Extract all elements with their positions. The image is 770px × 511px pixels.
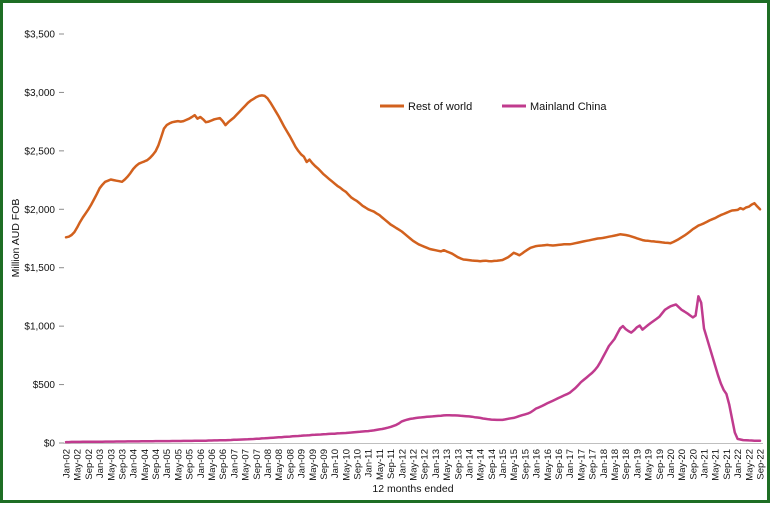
x-tick-label: May-08	[274, 449, 285, 481]
x-tick-label: May-03	[106, 449, 117, 481]
x-tick-label: Jan-09	[297, 449, 308, 478]
x-tick-label: Sep-13	[453, 449, 464, 480]
x-tick-label: May-21	[711, 449, 722, 481]
x-tick-label: Jan-03	[95, 449, 106, 478]
series-lines	[64, 94, 762, 444]
x-tick-label: Sep-16	[554, 449, 565, 480]
x-tick-label: Jan-07	[229, 449, 240, 478]
x-tick-label: Jan-20	[666, 449, 677, 478]
line-chart: Million AUD FOB 12 months ended $0 $500 $1…	[10, 30, 767, 496]
x-axis-ticks: Jan-02 May-02 Sep-02 Jan-03 May-03 Sep-03 Jan-…	[62, 449, 767, 481]
legend-label-rest-of-world: Rest of world	[408, 101, 472, 113]
x-tick-label: May-20	[677, 449, 688, 481]
x-tick-label: May-15	[509, 449, 520, 481]
x-tick-label: Sep-12	[420, 449, 431, 480]
x-tick-label: Sep-21	[722, 449, 733, 480]
x-tick-label: May-05	[173, 449, 184, 481]
y-tick-label: $2,000	[24, 205, 55, 216]
x-axis-title: 12 months ended	[372, 483, 453, 495]
x-tick-label: Sep-10	[353, 449, 364, 480]
x-tick-label: Sep-20	[688, 449, 699, 480]
y-tick-label: $2,500	[24, 146, 55, 157]
x-tick-label: Jan-16	[532, 449, 543, 478]
x-tick-label: Jan-08	[263, 449, 274, 478]
x-tick-label: May-07	[241, 449, 252, 481]
x-tick-label: May-19	[644, 449, 655, 481]
legend-label-mainland-china: Mainland China	[530, 101, 607, 113]
x-tick-label: May-06	[207, 449, 218, 481]
x-tick-label: Jan-10	[330, 449, 341, 478]
x-tick-label: Jan-18	[599, 449, 610, 478]
x-tick-label: May-17	[576, 449, 587, 481]
x-tick-label: Sep-02	[84, 449, 95, 480]
x-tick-label: Sep-03	[117, 449, 128, 480]
x-tick-label: May-10	[341, 449, 352, 481]
x-tick-label: Sep-09	[319, 449, 330, 480]
x-tick-label: Jan-17	[565, 449, 576, 478]
x-tick-label: May-14	[476, 449, 487, 481]
x-tick-label: Sep-14	[487, 449, 498, 480]
y-axis-ticks: $0 $500 $1,000 $1,500 $2,000 $2,500 $3,000 $3,5…	[24, 30, 64, 450]
x-tick-label: May-22	[744, 449, 755, 481]
x-tick-label: Jan-13	[431, 449, 442, 478]
x-tick-label: Jan-22	[733, 449, 744, 478]
x-tick-label: Jan-05	[162, 449, 173, 478]
y-tick-label: $1,000	[24, 322, 55, 333]
x-tick-label: Sep-22	[756, 449, 767, 480]
x-tick-label: Sep-15	[520, 449, 531, 480]
x-tick-label: Jan-12	[397, 449, 408, 478]
x-tick-label: Sep-19	[655, 449, 666, 480]
x-tick-label: Sep-08	[285, 449, 296, 480]
series-line-rest-of-world	[64, 94, 762, 263]
y-axis-title: Million AUD FOB	[10, 199, 22, 278]
y-tick-label: $0	[44, 439, 56, 450]
x-tick-label: May-11	[375, 449, 386, 480]
y-tick-label: $500	[33, 380, 56, 391]
x-tick-label: Sep-18	[621, 449, 632, 480]
x-tick-label: Sep-06	[218, 449, 229, 480]
x-tick-label: May-02	[73, 449, 84, 481]
x-tick-label: Jan-21	[700, 449, 711, 478]
x-tick-label: Jan-19	[632, 449, 643, 478]
legend: Rest of world Mainland China	[380, 101, 607, 113]
x-tick-label: May-12	[409, 449, 420, 481]
y-tick-label: $3,000	[24, 88, 55, 99]
x-tick-label: Jan-11	[364, 449, 375, 477]
y-tick-label: $3,500	[24, 30, 55, 41]
series-line-mainland-china	[64, 295, 762, 444]
x-tick-label: Jan-02	[62, 449, 73, 478]
x-tick-label: May-16	[543, 449, 554, 481]
x-tick-label: Jan-04	[129, 449, 140, 478]
x-tick-label: Sep-05	[185, 449, 196, 480]
x-tick-label: Sep-11	[386, 449, 397, 479]
x-tick-label: May-18	[610, 449, 621, 481]
x-tick-label: Jan-06	[196, 449, 207, 478]
x-tick-label: Sep-04	[151, 449, 162, 480]
x-tick-label: May-09	[308, 449, 319, 481]
x-tick-label: May-04	[140, 449, 151, 481]
x-tick-label: Sep-17	[588, 449, 599, 480]
x-tick-label: May-13	[442, 449, 453, 481]
x-tick-label: Jan-14	[464, 449, 475, 478]
y-tick-label: $1,500	[24, 263, 55, 274]
x-tick-label: Sep-07	[252, 449, 263, 480]
x-tick-label: Jan-15	[498, 449, 509, 478]
